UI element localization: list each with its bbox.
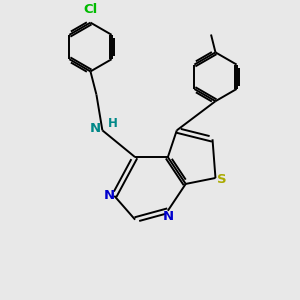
Text: N: N [90, 122, 101, 135]
Text: Cl: Cl [83, 3, 98, 16]
Text: H: H [108, 117, 118, 130]
Text: S: S [217, 173, 226, 186]
Text: N: N [163, 210, 174, 223]
Text: N: N [103, 189, 115, 202]
